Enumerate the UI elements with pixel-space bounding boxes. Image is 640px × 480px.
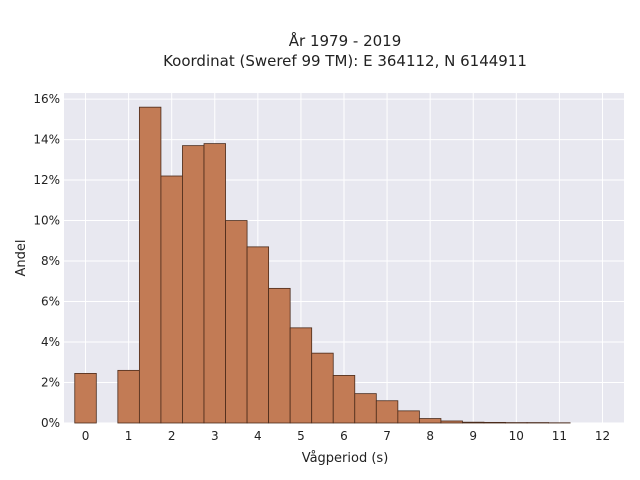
x-tick-label: 4 bbox=[254, 429, 262, 443]
tick-labels: 0 1 2 3 4 5 6 7 8 9 10 11 120%2%4%6%8%10%12%14%16% bbox=[33, 92, 610, 443]
x-axis-label: Vågperiod (s) bbox=[302, 451, 389, 466]
histogram-bar bbox=[375, 400, 399, 424]
x-tick-label: 3 bbox=[211, 429, 219, 443]
histogram-bar bbox=[225, 220, 248, 424]
histogram-bar bbox=[354, 393, 377, 424]
y-tick-label: 10% bbox=[33, 214, 60, 228]
x-tick-label: 6 bbox=[340, 429, 348, 443]
histogram-bar bbox=[268, 287, 291, 424]
histogram-bar bbox=[74, 372, 97, 424]
histogram-bar bbox=[418, 418, 442, 424]
y-axis-label: Andel bbox=[14, 240, 29, 277]
histogram-bar bbox=[397, 410, 420, 424]
chart-title: År 1979 - 2019 bbox=[289, 31, 402, 50]
x-tick-label: 1 bbox=[125, 429, 133, 443]
histogram-bar bbox=[160, 175, 183, 424]
histogram-bar bbox=[440, 420, 463, 424]
x-tick-label: 10 bbox=[509, 429, 524, 443]
x-tick-label: 8 bbox=[426, 429, 434, 443]
x-tick-label: 12 bbox=[595, 429, 610, 443]
x-tick-label: 0 bbox=[82, 429, 90, 443]
histogram-bar bbox=[462, 421, 485, 424]
histogram-bar bbox=[203, 143, 226, 424]
y-tick-label: 14% bbox=[33, 133, 60, 147]
x-tick-label: 11 bbox=[552, 429, 567, 443]
y-tick-label: 4% bbox=[41, 335, 60, 349]
bars bbox=[74, 106, 571, 424]
y-tick-label: 8% bbox=[41, 254, 60, 268]
y-tick-label: 16% bbox=[33, 92, 60, 106]
histogram-bar bbox=[138, 106, 162, 424]
histogram-bar bbox=[289, 327, 313, 424]
histogram-bar bbox=[483, 421, 506, 424]
y-tick-label: 6% bbox=[41, 295, 60, 309]
y-tick-label: 12% bbox=[33, 173, 60, 187]
chart-subtitle: Koordinat (Sweref 99 TM): E 364112, N 61… bbox=[163, 52, 527, 70]
x-tick-label: 7 bbox=[383, 429, 391, 443]
x-tick-label: 5 bbox=[297, 429, 305, 443]
x-tick-label: 9 bbox=[469, 429, 477, 443]
histogram-bar bbox=[182, 145, 205, 424]
histogram-bar bbox=[117, 369, 140, 424]
histogram-bar bbox=[246, 246, 270, 424]
histogram-bar bbox=[332, 375, 356, 424]
y-tick-label: 2% bbox=[41, 376, 60, 390]
y-tick-label: 0% bbox=[41, 416, 60, 430]
histogram-bar bbox=[311, 352, 334, 424]
x-tick-label: 2 bbox=[168, 429, 176, 443]
